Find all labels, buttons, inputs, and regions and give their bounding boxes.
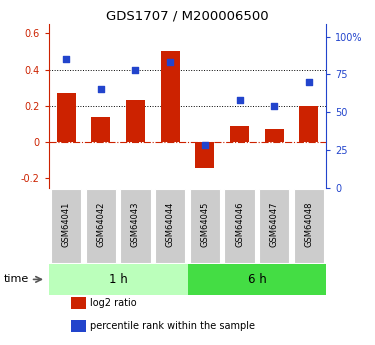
Bar [51,189,81,263]
Text: GSM64041: GSM64041 [62,201,70,247]
Bar [265,129,284,142]
Point [306,79,312,85]
Point [202,142,208,148]
Text: time: time [4,274,29,284]
Bar [294,189,324,263]
Text: GSM64045: GSM64045 [200,201,209,247]
Bar [259,189,290,263]
Bar [49,264,188,295]
Bar [91,117,110,142]
Bar [299,106,318,142]
Bar [160,51,180,142]
Bar [224,189,255,263]
Text: 1 h: 1 h [109,273,128,286]
Point [167,60,173,65]
Text: GSM64048: GSM64048 [304,201,313,247]
Bar [86,189,116,263]
Bar [195,142,214,168]
Text: GSM64044: GSM64044 [166,201,175,247]
Point [271,103,277,109]
Text: GSM64043: GSM64043 [131,201,140,247]
Text: GSM64047: GSM64047 [270,201,279,247]
Bar [71,320,86,332]
Point [132,67,138,73]
Bar [190,189,220,263]
Text: GSM64046: GSM64046 [235,201,244,247]
Point [98,87,104,92]
Text: percentile rank within the sample: percentile rank within the sample [90,321,255,331]
Bar [57,93,76,142]
Text: 6 h: 6 h [248,273,266,286]
Bar [155,189,185,263]
Text: GSM64042: GSM64042 [96,201,105,247]
Bar [126,100,145,142]
Bar [188,264,326,295]
Point [237,97,243,103]
Bar [230,126,249,142]
Point [63,57,69,62]
Title: GDS1707 / M200006500: GDS1707 / M200006500 [106,10,269,23]
Text: log2 ratio: log2 ratio [90,298,137,308]
Bar [120,189,151,263]
Bar [71,297,86,309]
